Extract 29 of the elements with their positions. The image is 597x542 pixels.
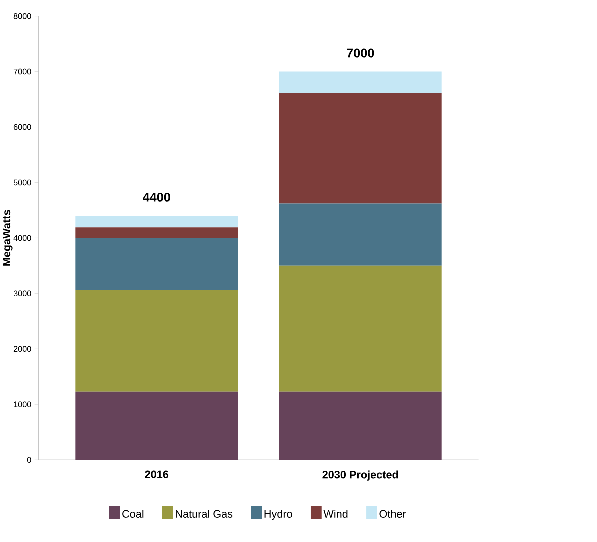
- bar: [76, 392, 238, 460]
- y-tick-label: 8000: [14, 14, 32, 20]
- y-tick-label: 5000: [14, 180, 32, 186]
- legend-label: Wind: [324, 510, 348, 518]
- y-tick-label: 6000: [14, 124, 32, 130]
- bar: [279, 392, 442, 460]
- legend-label: Other: [380, 510, 406, 518]
- bar: [76, 290, 238, 392]
- bar: [76, 228, 238, 238]
- bar: [279, 72, 442, 94]
- bar: [279, 204, 442, 266]
- total-label: 7000: [347, 48, 374, 58]
- legend-label: Hydro: [264, 510, 292, 520]
- y-axis-title: MegaWatts: [3, 210, 13, 266]
- y-tick-label: 4000: [14, 235, 32, 242]
- legend-label: Coal: [122, 510, 144, 518]
- y-tick-label: 3000: [14, 290, 32, 297]
- total-label: 4400: [143, 193, 170, 202]
- bar: [279, 94, 442, 204]
- y-tick-label: 0: [27, 457, 32, 464]
- y-tick-label: 7000: [14, 69, 32, 75]
- bar: [76, 216, 238, 228]
- legend-label: Natural Gas: [176, 510, 233, 518]
- y-tick-label: 1000: [14, 402, 32, 408]
- x-tick-label: 2016: [145, 470, 169, 479]
- bar: [76, 238, 238, 290]
- x-tick-label: 2030 Projected: [322, 470, 398, 481]
- y-tick-label: 2000: [14, 346, 32, 352]
- bar: [279, 266, 442, 392]
